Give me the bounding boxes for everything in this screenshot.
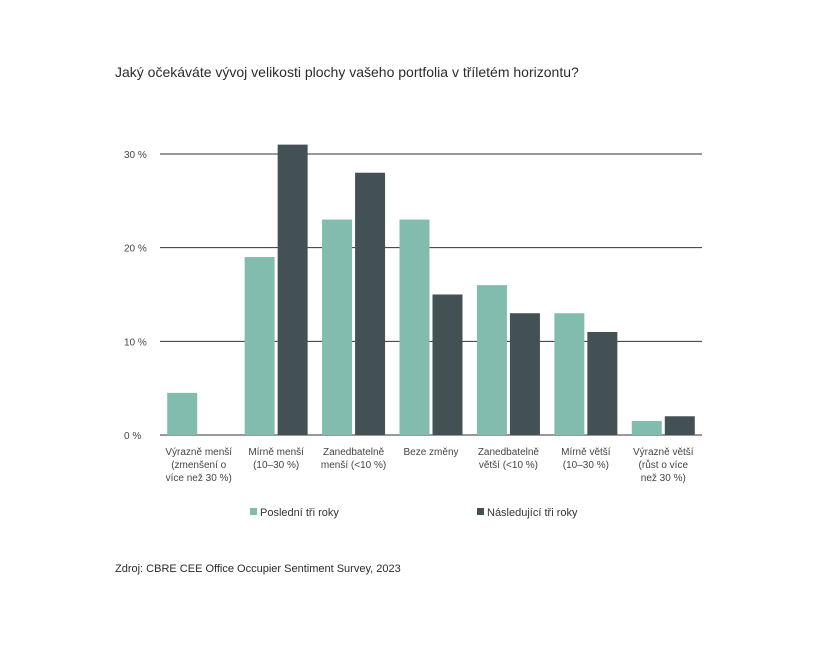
x-category-label: Zanedbatelně menší (<10 %)	[321, 447, 386, 471]
bar-series-1-cat-3	[322, 219, 353, 435]
legend-swatch-2	[477, 508, 484, 515]
bar-series-1-cat-6	[554, 313, 585, 435]
y-tick-label: 10 %	[124, 337, 147, 348]
bar-series-1-cat-2	[244, 257, 275, 435]
bar-series-1-cat-4	[399, 219, 430, 435]
bar-series-2-cat-5	[509, 313, 540, 435]
x-category-label: Mírně větší (10–30 %)	[561, 447, 611, 471]
y-tick-label: 20 %	[124, 244, 147, 255]
bar-series-2-cat-7	[664, 416, 695, 435]
bar-series-2-cat-3	[355, 172, 386, 435]
x-category-label: Výrazně větší (růst o více než 30 %)	[633, 447, 694, 484]
legend-label-2: Následující tři roky	[487, 507, 578, 519]
legend-swatch-1	[250, 508, 257, 515]
bar-series-2-cat-6	[587, 331, 618, 435]
bar-series-1-cat-1	[167, 392, 198, 435]
x-category-label: Beze změny	[403, 447, 458, 458]
y-tick-label: 30 %	[124, 150, 147, 161]
legend-label-1: Poslední tři roky	[260, 507, 339, 519]
source-note: Zdroj: CBRE CEE Office Occupier Sentimen…	[115, 563, 401, 575]
x-category-label: Mírně menší (10–30 %)	[248, 447, 304, 471]
x-category-label: Zanedbatelně větší (<10 %)	[478, 447, 540, 471]
bar-series-2-cat-2	[277, 144, 308, 435]
y-tick-label: 0 %	[124, 431, 141, 442]
chart-title: Jaký očekáváte vývoj velikosti plochy va…	[115, 64, 579, 80]
bar-series-2-cat-4	[432, 294, 463, 435]
x-category-label: Výrazně menší (zmenšení o více než 30 %)	[165, 447, 232, 484]
bar-series-1-cat-7	[631, 420, 662, 435]
bar-series-1-cat-5	[476, 285, 507, 435]
